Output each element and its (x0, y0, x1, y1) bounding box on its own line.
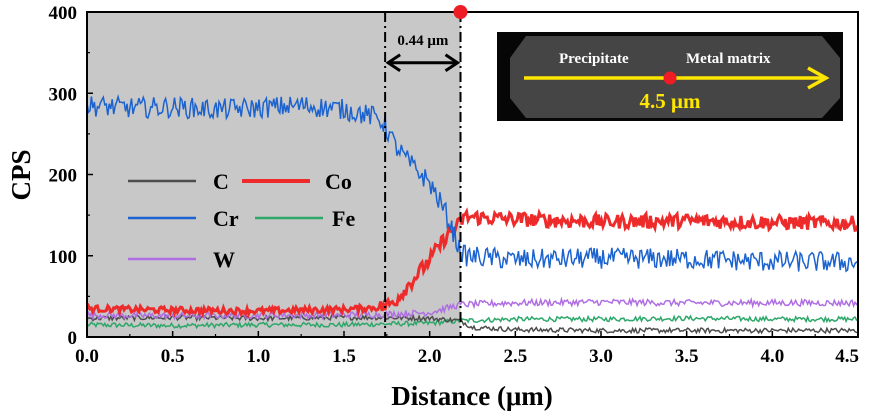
series-line-cr (87, 94, 858, 273)
x-tick-label: 3.0 (589, 346, 613, 367)
inset-micrograph: Precipitate Metal matrix 4.5 μm (497, 32, 843, 121)
legend-label-fe: Fe (332, 206, 355, 231)
precipitate-shaded-region (87, 12, 461, 337)
x-tick-label: 0.5 (161, 346, 185, 367)
x-tick-label: 4.5 (835, 346, 859, 367)
legend-label-c: C (213, 169, 229, 194)
interval-annotation: 0.44 μm (385, 33, 461, 72)
inset-arrowhead (807, 66, 830, 90)
y-tick-label: 200 (49, 166, 78, 187)
series-line-fe (87, 314, 858, 330)
x-tick-label: 4.0 (760, 346, 784, 367)
inset-label-precipitate: Precipitate (559, 51, 629, 67)
series-line-c (87, 313, 858, 335)
x-tick-label: 2.0 (418, 346, 442, 367)
boundary-marker-point (453, 5, 468, 19)
x-tick-label: 0.0 (75, 346, 99, 367)
inset-scale-label: 4.5 μm (640, 89, 701, 113)
x-tick-label: 2.5 (503, 346, 527, 367)
legend: C Co Cr Fe W (128, 169, 355, 272)
legend-label-co: Co (325, 169, 352, 194)
legend-label-cr: Cr (213, 206, 239, 231)
inset-label-metal-matrix: Metal matrix (686, 51, 771, 67)
interval-arrowhead-left (385, 53, 401, 72)
y-tick-label: 0 (68, 328, 78, 349)
interval-label: 0.44 μm (397, 33, 449, 49)
y-tick-label: 400 (49, 3, 78, 24)
x-tick-label: 1.0 (246, 346, 270, 367)
legend-label-w: W (213, 247, 235, 272)
inset-boundary-dot (663, 71, 677, 85)
y-axis-title: CPS (6, 149, 36, 200)
x-tick-label: 1.5 (332, 346, 356, 367)
x-tick-label: 3.5 (675, 346, 699, 367)
y-tick-label: 100 (49, 247, 78, 268)
boundary-lines (384, 12, 462, 337)
series-layer (87, 94, 858, 335)
interval-arrowhead-right (444, 53, 461, 72)
y-axis-ticks: 0 100 200 300 400 (49, 3, 93, 349)
series-line-w (87, 296, 858, 322)
series-line-co (87, 207, 858, 319)
x-axis-ticks: 0.0 0.5 1.0 1.5 2.0 2.5 3.0 3.5 4.0 4.5 (75, 331, 859, 367)
x-axis-title: Distance (μm) (391, 381, 553, 411)
y-tick-label: 300 (49, 84, 78, 105)
